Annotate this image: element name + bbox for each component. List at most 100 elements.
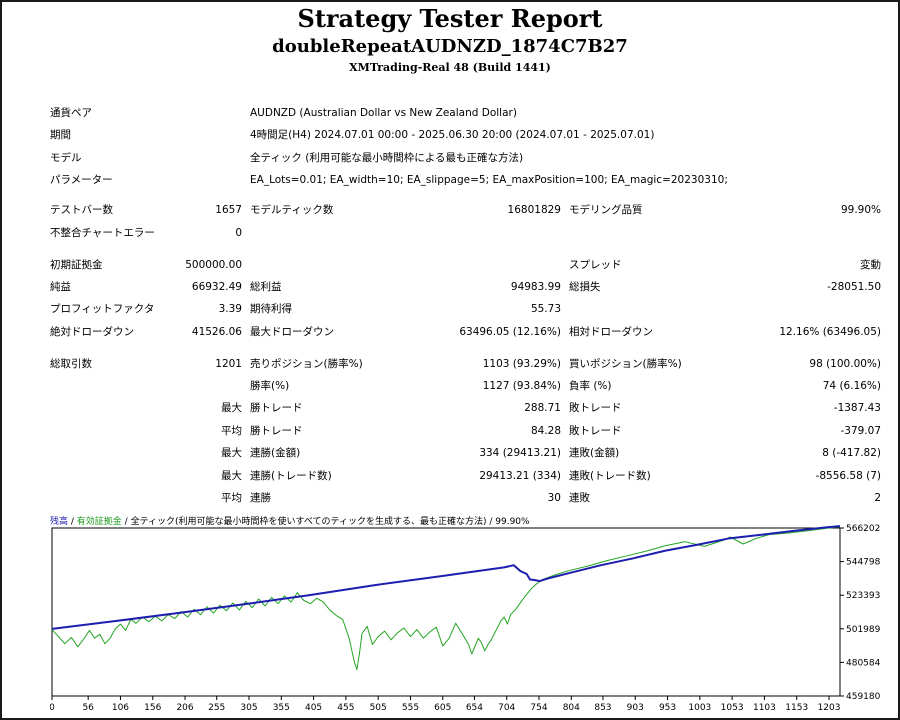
chart-svg: 0 56 106 156 206 255 305 355 405 455 505 555 605 654 7… [49,515,886,713]
report-subtitle: doubleRepeatAUDNZD_1874C7B27 [272,36,628,57]
x-tick-label: 704 [498,703,515,713]
stat-value: 288.71 [524,402,561,414]
x-tick-label: 206 [176,703,193,713]
stat-label: 純益 [50,281,71,293]
stat-value: 3.39 [218,303,242,315]
stats-row-profit: 純益 66932.49 総利益 94983.99 総損失 -28051.50 [0,278,900,296]
stat-label: 連敗(金額) [569,447,620,459]
x-tick-label: 1203 [818,703,841,713]
x-tick-label: 255 [208,703,225,713]
y-tick-label: 480584 [846,658,881,668]
stat-value: 41526.06 [191,326,242,338]
stats-row-consec-amount: 最大 連勝(金額) 334 (29413.21) 連敗(金額) 8 (-417.… [0,444,900,462]
stat-value: 334 (29413.21) [479,447,561,459]
stat-value: 1657 [215,204,242,216]
info-value: AUDNZD (Australian Dollar vs New Zealand… [250,107,517,119]
y-tick-label: 459180 [846,692,881,702]
stat-label: 平均 [221,492,242,504]
x-tick-label: 156 [144,703,161,713]
x-tick-label: 555 [402,703,419,713]
stat-value: 66932.49 [191,281,242,293]
balance-line [51,525,841,630]
stat-label: 連敗(トレード数) [569,470,651,482]
stat-value: 0 [235,227,242,239]
x-tick-label: 1153 [785,703,808,713]
series-group [51,525,841,671]
info-label: 通貨ペア [50,107,92,119]
legend-equity: 有効証拠金 [76,517,122,527]
stat-label: スプレッド [569,259,622,271]
info-value: 全ティック (利用可能な最小時間枠による最も正確な方法) [250,152,524,164]
stat-label: 総取引数 [50,358,92,370]
info-row-model: モデル 全ティック (利用可能な最小時間枠による最も正確な方法) [0,149,900,167]
stat-value: -8556.58 (7) [815,470,881,482]
stats-row-largest: 最大 勝トレード 288.71 敗トレード -1387.43 [0,399,900,417]
stat-value: 2 [874,492,881,504]
stat-label: 勝トレード [250,425,303,437]
stat-label: モデリング品質 [569,204,643,216]
x-tick-label: 804 [563,703,580,713]
x-tick-label: 1003 [688,703,711,713]
stat-label: 勝トレード [250,402,303,414]
info-value: 4時間足(H4) 2024.07.01 00:00 - 2025.06.30 2… [250,129,655,141]
stats-row-factor: プロフィットファクタ 3.39 期待利得 55.73 [0,300,900,318]
stat-label: 敗トレード [569,402,622,414]
stat-label: 連勝(金額) [250,447,301,459]
x-tick-label: 1053 [721,703,744,713]
legend-balance: 残高 [50,517,69,527]
stat-value: 500000.00 [185,259,242,271]
stat-value: 99.90% [840,204,881,216]
stat-label: 不整合チャートエラー [50,227,155,239]
x-tick-label: 0 [50,703,55,713]
stat-value: 63496.05 (12.16%) [459,326,561,338]
stats-row-avg-consec: 平均 連勝 30 連敗 2 [0,489,900,507]
x-tick-label: 903 [627,703,644,713]
chart-legend: 残高 / 有効証拠金 / 全ティック(利用可能な最小時間枠を使いすべてのティック… [50,515,530,529]
stat-value: 8 (-417.82) [822,447,881,459]
x-tick-label: 56 [82,703,94,713]
x-tick-label: 405 [305,703,322,713]
balance-chart: 0 56 106 156 206 255 305 355 405 455 505 555 605 654 7… [49,515,886,713]
stat-label: 連勝(トレード数) [250,470,332,482]
stats-row-mismatch: 不整合チャートエラー 0 [0,224,900,242]
stats-row-drawdown: 絶対ドローダウン 41526.06 最大ドローダウン 63496.05 (12.… [0,323,900,341]
info-label: モデル [50,152,82,164]
x-tick-label: 1103 [753,703,776,713]
stat-label: 最大ドローダウン [250,326,334,338]
stat-label: 初期証拠金 [50,259,103,271]
stats-row-bars: テストバー数 1657 モデルティック数 16801829 モデリング品質 99… [0,201,900,219]
y-tick-label: 566202 [846,524,880,534]
stats-row-deposit: 初期証拠金 500000.00 スプレッド 変動 [0,256,900,274]
x-tick-label: 355 [273,703,290,713]
legend-separator: / [68,517,77,527]
stat-label: 敗トレード [569,425,622,437]
stat-value: 1201 [215,358,242,370]
x-ticks: 0 56 106 156 206 255 305 355 405 455 505 555 605 654 7… [49,696,841,713]
y-tick-label: 544798 [846,558,881,568]
stats-row-winrate: 勝率(%) 1127 (93.84%) 負率 (%) 74 (6.16%) [0,377,900,395]
plot-area [51,527,841,697]
stat-label: テストバー数 [50,204,113,216]
info-label: 期間 [50,129,71,141]
x-tick-label: 305 [240,703,257,713]
stat-label: 絶対ドローダウン [50,326,134,338]
legend-separator: / [121,517,131,527]
stat-label: 売りポジション(勝率%) [250,358,363,370]
stat-value: 98 (100.00%) [809,358,881,370]
stats-row-average: 平均 勝トレード 84.28 敗トレード -379.07 [0,422,900,440]
y-tick-label: 523393 [846,591,880,601]
stat-value: 55.73 [530,303,561,315]
stat-label: 勝率(%) [250,380,290,392]
x-tick-label: 654 [466,703,483,713]
stat-label: 負率 (%) [569,380,612,392]
x-tick-label: 754 [530,703,547,713]
stats-row-consec-count: 最大 連勝(トレード数) 29413.21 (334) 連敗(トレード数) -8… [0,467,900,485]
stat-label: 連勝 [250,492,271,504]
info-label: パラメーター [50,174,113,186]
x-tick-label: 953 [659,703,676,713]
report-title: Strategy Tester Report [297,4,603,33]
stat-label: 買いポジション(勝率%) [569,358,682,370]
stat-label: 連敗 [569,492,590,504]
info-row-symbol: 通貨ペア AUDNZD (Australian Dollar vs New Ze… [0,104,900,122]
